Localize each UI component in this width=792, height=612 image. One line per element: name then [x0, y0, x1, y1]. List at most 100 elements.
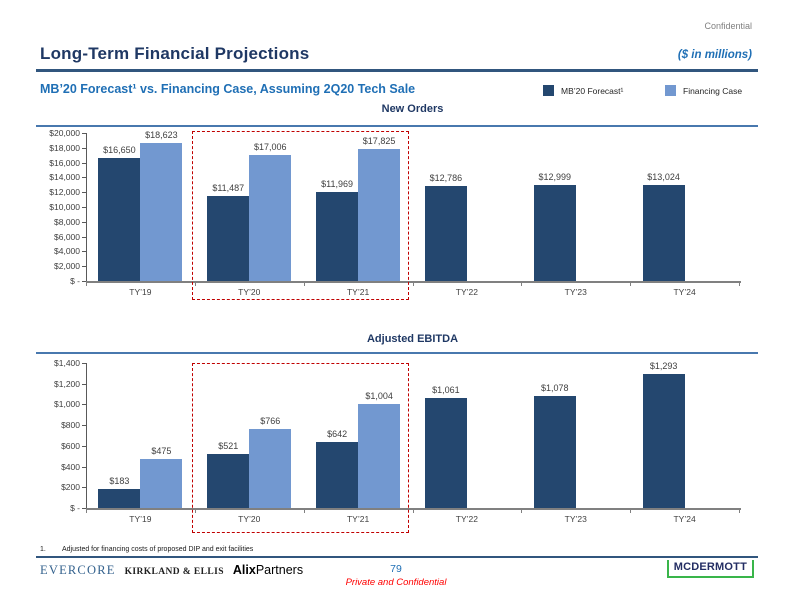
- y-axis-tick: [82, 383, 86, 385]
- x-axis-category-label: TY’20: [238, 514, 261, 524]
- legend-label: MB’20 Forecast¹: [561, 85, 624, 96]
- bar-value-label: $16,650: [103, 144, 136, 155]
- bar-forecast: [642, 184, 685, 281]
- y-axis-tick: [82, 363, 86, 364]
- y-axis-label: $1,400: [54, 358, 80, 368]
- bar-value-label: $1,004: [365, 391, 393, 401]
- units-note: ($ in millions): [677, 49, 752, 61]
- bar-value-label: $1,293: [649, 361, 678, 372]
- title-rule: [36, 69, 758, 72]
- bar-value-label: $12,786: [429, 173, 463, 184]
- x-axis-tick: [194, 510, 196, 513]
- y-axis-label: $12,000: [49, 187, 80, 198]
- bar-financing: [358, 404, 401, 508]
- footnote-text: Adjusted for financing costs of proposed…: [62, 546, 254, 553]
- y-axis-label: $200: [61, 482, 80, 493]
- y-axis-tick: [82, 221, 86, 223]
- legend-label: Financing Case: [683, 85, 743, 96]
- x-axis-tick: [303, 283, 305, 286]
- x-axis-category-label: TY’23: [564, 514, 587, 524]
- highlight-box: [191, 363, 410, 533]
- y-axis-label: $1,200: [54, 378, 80, 389]
- x-axis-category-label: TY’21: [346, 287, 370, 297]
- bar-value-label: $13,024: [647, 171, 680, 182]
- x-axis-tick: [630, 283, 632, 286]
- mcdermott-logo: MCDERMOTT: [666, 560, 754, 578]
- bar-financing: [249, 155, 292, 281]
- alixpartners-logo: AlixPartners: [233, 563, 303, 577]
- y-axis-label: $4,000: [54, 246, 80, 257]
- bar-value-label: $18,623: [145, 130, 178, 141]
- bar-financing: [358, 149, 401, 281]
- y-axis-tick: [82, 177, 86, 179]
- y-axis-label: $6,000: [54, 231, 80, 242]
- y-axis-line: [86, 363, 87, 508]
- x-axis-category-label: TY’22: [455, 287, 479, 297]
- x-axis-category-label: TY’19: [129, 514, 152, 524]
- x-axis-category-label: TY’24: [673, 514, 696, 524]
- y-axis-tick: [82, 251, 86, 253]
- y-axis-label: $18,000: [49, 142, 80, 153]
- evercore-logo: EVERCORE: [40, 563, 116, 577]
- y-axis-tick: [82, 236, 86, 238]
- classification-label: Private and Confidential: [345, 577, 447, 588]
- y-axis-label: $10,000: [49, 202, 80, 212]
- y-axis-tick: [82, 508, 86, 509]
- bar-value-label: $521: [218, 441, 239, 452]
- x-axis-tick: [86, 510, 87, 513]
- x-axis-tick: [739, 283, 740, 286]
- y-axis-tick: [82, 425, 86, 427]
- y-axis-label: $2,000: [54, 261, 80, 272]
- bar-forecast: [98, 489, 141, 508]
- y-axis-tick: [82, 487, 86, 489]
- bar-financing: [140, 143, 183, 281]
- bar-value-label: $11,969: [321, 179, 354, 190]
- footnote: 1. Adjusted for financing costs of propos…: [40, 546, 253, 553]
- y-axis-tick: [82, 147, 86, 149]
- x-axis-tick: [303, 510, 305, 513]
- y-axis-tick: [82, 404, 86, 406]
- bar-forecast: [642, 374, 685, 508]
- bar-value-label: $766: [260, 415, 281, 426]
- x-axis-tick: [521, 510, 523, 513]
- y-axis-tick: [82, 281, 86, 282]
- x-axis-category-label: TY’23: [564, 287, 587, 297]
- y-axis-label: $600: [61, 440, 80, 451]
- bar-value-label: $17,006: [253, 142, 287, 153]
- y-axis-tick: [82, 466, 86, 468]
- x-axis-line: [86, 508, 741, 510]
- x-axis-category-label: TY’24: [673, 287, 696, 297]
- bar-value-label: $12,999: [538, 171, 572, 182]
- chart-title: Adjusted EBITDA: [366, 333, 459, 345]
- confidential-watermark: Confidential: [704, 21, 752, 31]
- y-axis-label: $8,000: [54, 216, 80, 227]
- chart-section-subtitle: MB’20 Forecast¹ vs. Financing Case, Assu…: [40, 82, 416, 96]
- x-axis-line: [86, 281, 741, 283]
- chart-new-orders: New Orders $ - $2,000 $4,000 $6,000 $8,000 $10…: [0, 103, 792, 321]
- financing-swatch-icon: [665, 85, 676, 96]
- x-axis-tick: [412, 510, 414, 513]
- y-axis-label: $14,000: [49, 172, 80, 183]
- bar-forecast: [533, 184, 576, 281]
- bar-forecast: [424, 398, 467, 508]
- alixpartners-logo-bold: Alix: [232, 563, 256, 577]
- x-axis-category-label: TY’22: [455, 514, 479, 524]
- forecast-swatch-icon: [543, 85, 554, 96]
- legend-item-forecast: MB’20 Forecast¹: [543, 85, 623, 96]
- x-axis-tick: [412, 283, 414, 286]
- chart-title-rule: [36, 352, 758, 354]
- bar-forecast: [424, 186, 467, 281]
- footnote-number: 1.: [40, 546, 46, 553]
- bar-value-label: $183: [109, 476, 130, 487]
- y-axis-label: $20,000: [49, 128, 80, 138]
- bar-financing: [140, 458, 183, 508]
- bar-forecast: [316, 192, 359, 281]
- bar-value-label: $1,061: [432, 385, 460, 396]
- y-axis-tick: [82, 133, 86, 134]
- highlight-box: [191, 131, 410, 300]
- bar-value-label: $475: [151, 445, 172, 456]
- y-axis-label: $400: [61, 461, 80, 472]
- bar-financing: [249, 428, 292, 508]
- chart-title: New Orders: [381, 103, 444, 115]
